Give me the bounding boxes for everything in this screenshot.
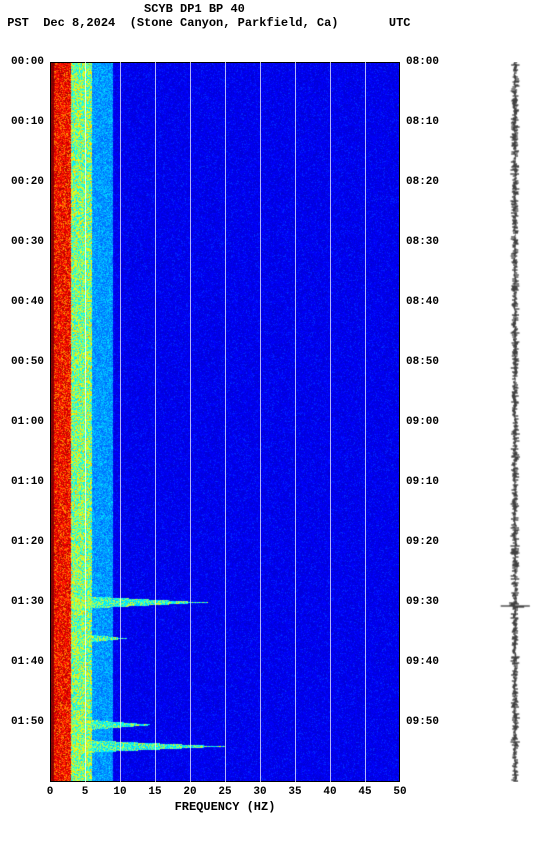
y-tick-left: 00:00 — [11, 56, 44, 68]
gridline — [85, 62, 86, 782]
y-tick-left: 00:10 — [11, 116, 44, 128]
x-tick: 0 — [47, 786, 54, 798]
x-tick: 35 — [288, 786, 301, 798]
chart-title: SCYB DP1 BP 40 — [144, 2, 245, 16]
x-tick: 50 — [393, 786, 406, 798]
gridline — [120, 62, 121, 782]
y-tick-right: 09:50 — [406, 716, 439, 728]
x-axis-label: FREQUENCY (HZ) — [50, 800, 400, 814]
chart-header: SCYB DP1 BP 40 PST Dec 8,2024 (Stone Can… — [0, 2, 552, 30]
chart-date: Dec 8,2024 — [43, 16, 115, 30]
y-tick-right: 09:20 — [406, 536, 439, 548]
x-tick: 25 — [218, 786, 231, 798]
x-tick: 15 — [148, 786, 161, 798]
gridline — [365, 62, 366, 782]
gridline — [260, 62, 261, 782]
station-name: (Stone Canyon, Parkfield, Ca) — [130, 16, 339, 30]
x-tick: 20 — [183, 786, 196, 798]
x-tick: 5 — [82, 786, 89, 798]
y-tick-left: 01:30 — [11, 596, 44, 608]
y-tick-left: 00:20 — [11, 176, 44, 188]
y-tick-left: 00:40 — [11, 296, 44, 308]
x-tick: 40 — [323, 786, 336, 798]
gridline — [330, 62, 331, 782]
gridline — [295, 62, 296, 782]
gridline — [225, 62, 226, 782]
subtitle-row: PST Dec 8,2024 (Stone Canyon, Parkfield,… — [0, 16, 552, 30]
y-tick-left: 01:20 — [11, 536, 44, 548]
y-tick-right: 08:50 — [406, 356, 439, 368]
y-tick-right: 09:40 — [406, 656, 439, 668]
y-tick-left: 01:40 — [11, 656, 44, 668]
tz-right: UTC — [389, 16, 411, 30]
y-tick-left: 01:50 — [11, 716, 44, 728]
waveform-canvas — [495, 62, 535, 782]
x-tick: 10 — [113, 786, 126, 798]
y-tick-right: 08:30 — [406, 236, 439, 248]
tz-left: PST — [7, 16, 29, 30]
y-tick-right: 09:00 — [406, 416, 439, 428]
y-tick-left: 01:00 — [11, 416, 44, 428]
y-tick-right: 08:20 — [406, 176, 439, 188]
gridline — [190, 62, 191, 782]
y-tick-left: 00:30 — [11, 236, 44, 248]
y-tick-right: 08:00 — [406, 56, 439, 68]
waveform-panel — [495, 62, 515, 782]
spectrogram-chart: 00:0000:1000:2000:3000:4000:5001:0001:10… — [50, 62, 400, 782]
y-tick-right: 09:30 — [406, 596, 439, 608]
y-tick-right: 09:10 — [406, 476, 439, 488]
x-tick: 30 — [253, 786, 266, 798]
y-tick-left: 00:50 — [11, 356, 44, 368]
gridline — [155, 62, 156, 782]
x-tick: 45 — [358, 786, 371, 798]
y-tick-right: 08:40 — [406, 296, 439, 308]
y-tick-right: 08:10 — [406, 116, 439, 128]
y-tick-left: 01:10 — [11, 476, 44, 488]
title-row: SCYB DP1 BP 40 — [0, 2, 552, 16]
